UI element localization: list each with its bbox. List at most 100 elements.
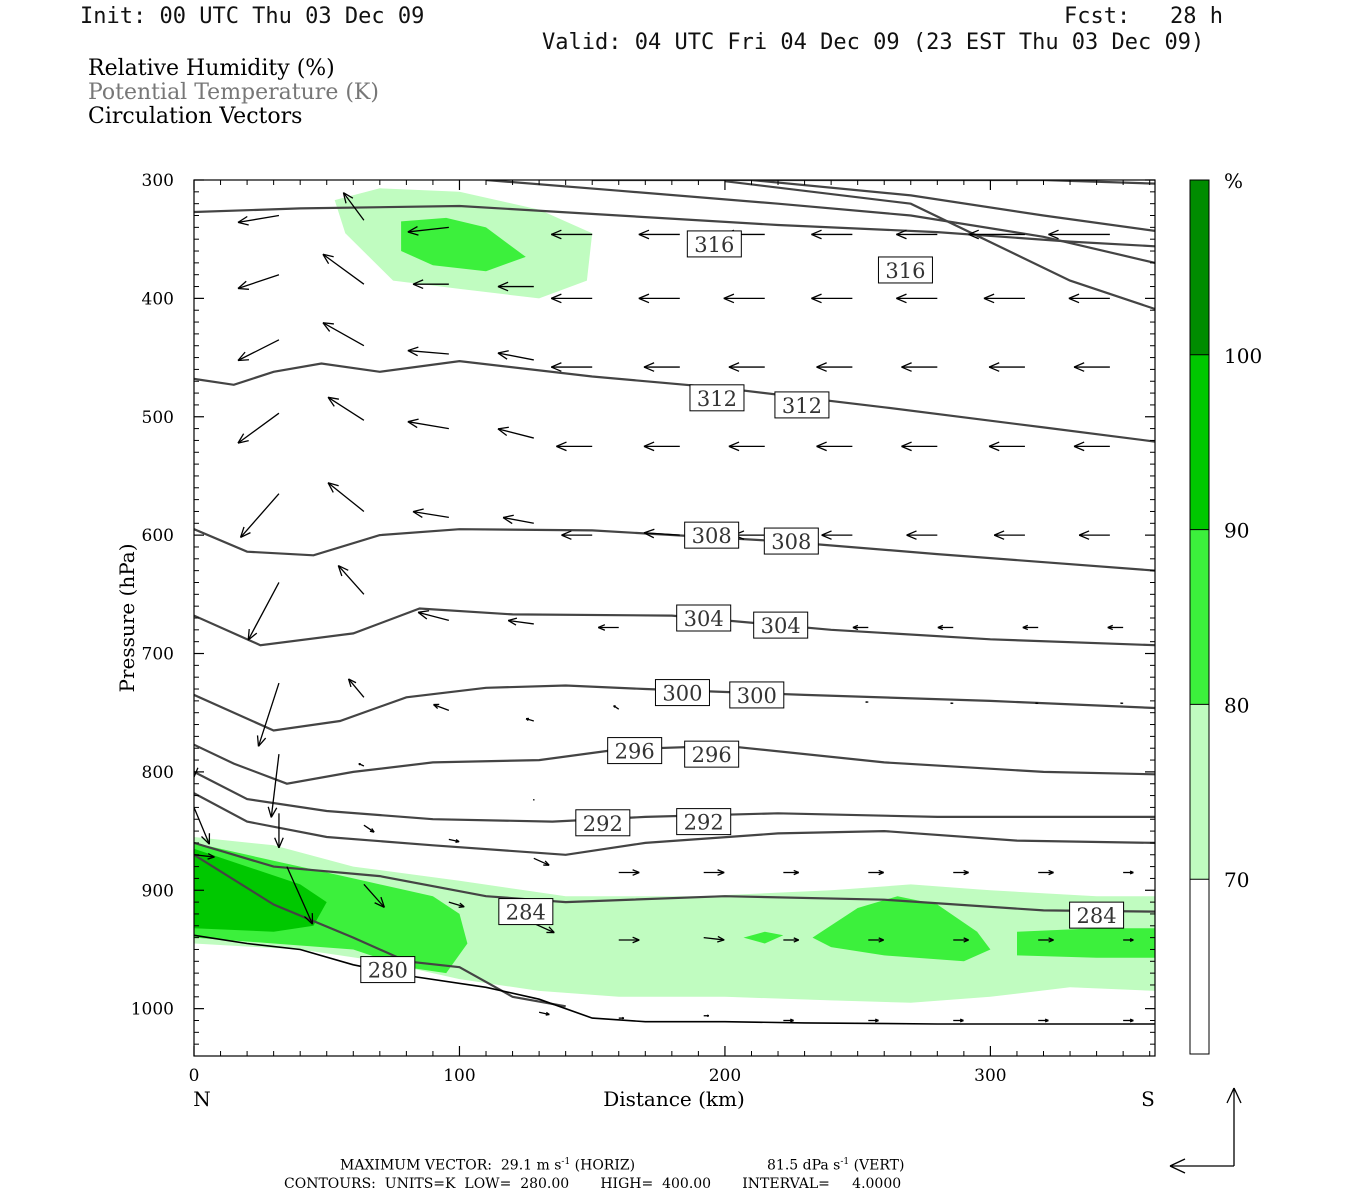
rh-region-80-3 [812,896,991,962]
circulation-vector [643,362,680,372]
colorbar-segment [1190,879,1209,1054]
colorbar-segment [1190,180,1209,355]
circulation-vector [901,362,938,372]
footer-max-vert-value: 81.5 dPa s [767,1157,841,1174]
contour-label-box [729,681,785,709]
circulation-vector [412,279,449,290]
circulation-vector [983,293,1025,304]
circulation-vector [327,396,365,421]
colorbar-level-label: 80 [1224,693,1249,717]
y-tick-label: 900 [142,881,174,901]
circulation-vector [1068,293,1110,304]
circulation-vector [433,703,450,711]
theta-contour-288-11 [194,792,1155,856]
circulation-vector [783,1018,794,1023]
circulation-vector [811,229,853,240]
y-tick-label: 700 [142,645,174,665]
circulation-vector [868,869,884,876]
rh-region-80-6 [401,217,526,272]
footer-horiz-tag: (HORIZ) [574,1157,636,1174]
contour-label-308: 308 [692,524,732,548]
circulation-vector [256,682,280,747]
circulation-vector [337,564,365,595]
circulation-vector [1123,937,1134,942]
contour-label-284: 284 [1077,904,1117,928]
theta-contour-320-4 [724,180,1155,311]
endpoint-right-label: S [1141,1087,1155,1111]
circulation-vector [618,1016,625,1020]
circulation-vector [953,869,969,876]
circulation-vector [937,624,954,631]
circulation-vector [550,362,593,372]
circulation-vector [556,441,593,452]
circulation-vector [237,214,280,226]
theta-contour-300-8 [194,684,1155,732]
circulation-vector [1022,624,1039,631]
circulation-vector [1107,624,1124,631]
circulation-vector [267,754,280,818]
circulation-vector [239,493,280,538]
circulation-vector [703,1014,710,1018]
circulation-vector [953,1018,964,1023]
footer-max-vector: MAXIMUM VECTOR: 29.1 m s-1 (HORIZ) [340,1157,635,1174]
circulation-vector [363,883,385,908]
contour-label-284: 284 [506,901,546,925]
circulation-vector [783,869,799,876]
init-time: Init: 00 UTC Thu 03 Dec 09 [80,4,425,29]
contour-label-300: 300 [662,682,702,706]
circulation-vector [448,901,465,908]
circulation-vector [783,937,799,943]
endpoint-left-label: N [193,1087,211,1111]
contour-label-296: 296 [692,743,732,767]
circulation-vector [1123,1018,1134,1023]
rh-region-90-7 [194,848,327,932]
circulation-vector [968,229,1025,240]
contour-label-box [753,611,809,639]
x-tick-label: 100 [443,1066,475,1086]
circulation-vector [497,426,534,439]
rh-region-80-4 [1017,928,1155,958]
circulation-vector [852,624,869,631]
circulation-vector [618,936,640,944]
reference-vector-icon [1169,1087,1242,1174]
contour-label-304: 304 [684,607,724,631]
forecast-hour: Fcst: 28 h [1064,4,1223,29]
circulation-vector [274,813,284,849]
contour-label-box [877,256,933,284]
circulation-vector [643,528,680,539]
circulation-vector [906,530,938,540]
circulation-vector [811,293,853,304]
circulation-vector [322,253,365,285]
footer-max-vert: 81.5 dPa s-1 (VERT) [767,1157,904,1174]
contour-label-292: 292 [583,812,623,836]
y-tick-label: 600 [142,526,174,546]
circulation-vector [703,869,725,876]
circulation-vector [347,678,365,698]
circulation-vector [533,857,550,866]
circulation-vector [821,530,853,540]
contour-label-308: 308 [771,530,811,554]
y-tick-label: 500 [142,408,174,428]
circulation-vector [417,610,450,621]
circulation-vector [638,229,680,240]
circulation-vector [194,807,211,845]
contour-label-292: 292 [684,811,724,835]
circulation-vector [868,937,884,943]
theta-contour-296-9 [194,743,1155,785]
circulation-vector [638,293,680,304]
circulation-vector [327,482,365,512]
circulation-vector [988,362,1025,372]
contour-label-box [676,604,732,632]
theta-contour-304-7 [194,607,1155,647]
contour-label-box [498,898,554,926]
circulation-vector [816,441,853,452]
circulation-vector [953,937,969,943]
contour-label-316: 316 [694,233,734,257]
circulation-vector [950,702,954,705]
circulation-vector [407,418,449,430]
contour-label-box [607,737,663,765]
circulation-vector [237,274,280,290]
circulation-vector [497,281,534,292]
contour-label-box [686,230,742,258]
